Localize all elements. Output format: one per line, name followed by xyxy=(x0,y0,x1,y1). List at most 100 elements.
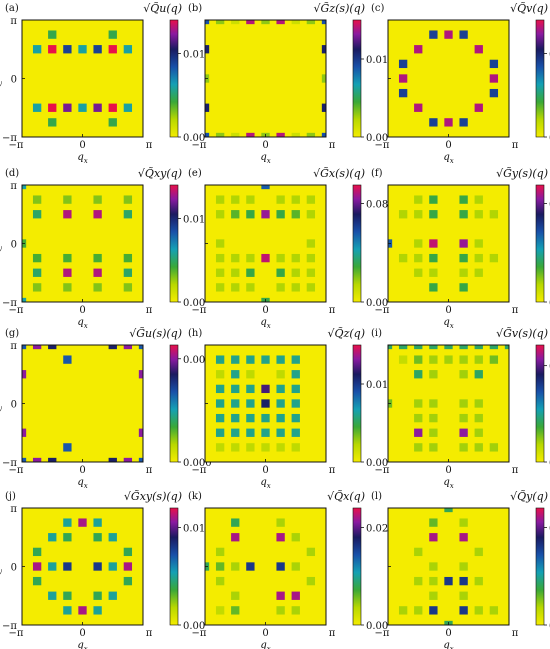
x-tick-label: −π xyxy=(192,465,207,476)
x-axis-label: qx xyxy=(260,640,270,649)
panel-1: (b) √G̃z(s)(q) −π 0 π qx 0.01 0.00 xyxy=(188,2,388,165)
x-tick-label: 0 xyxy=(445,305,451,316)
data-cell xyxy=(93,253,102,263)
data-cell xyxy=(63,443,72,452)
data-cell xyxy=(291,399,300,408)
data-cell xyxy=(123,283,133,292)
data-cell xyxy=(474,399,483,408)
panel-label: (h) xyxy=(188,328,202,339)
data-cell xyxy=(291,268,300,277)
data-cell xyxy=(215,210,225,219)
colorbar xyxy=(535,344,545,463)
data-cell xyxy=(429,239,438,248)
data-cell xyxy=(93,268,102,277)
y-axis-label: qy xyxy=(0,400,3,413)
data-cell xyxy=(93,562,102,571)
colorbar xyxy=(352,344,362,463)
data-cell xyxy=(429,443,438,452)
data-cell xyxy=(474,210,483,219)
x-tick-label: 0 xyxy=(445,465,451,476)
x-tick-label: −π xyxy=(192,305,207,316)
data-cell xyxy=(261,413,270,423)
data-cell xyxy=(306,132,316,137)
data-cell xyxy=(459,399,468,408)
y-tick-label: −π xyxy=(2,621,17,632)
data-cell xyxy=(108,118,117,127)
data-cell xyxy=(276,399,285,408)
data-cell xyxy=(93,533,102,542)
data-cell xyxy=(231,413,240,423)
data-cell xyxy=(123,547,133,557)
colorbar xyxy=(352,184,362,303)
data-cell xyxy=(474,576,483,586)
data-cell xyxy=(306,268,316,277)
x-axis-label: qx xyxy=(260,317,270,330)
data-cell xyxy=(231,518,240,527)
data-cell xyxy=(215,547,225,557)
x-axis-label: qx xyxy=(260,477,270,490)
panel-label: (b) xyxy=(188,3,202,14)
data-cell xyxy=(276,413,285,423)
data-cell xyxy=(398,355,408,364)
data-cell xyxy=(231,562,240,571)
data-cell xyxy=(398,88,408,98)
x-axis-label-main: q xyxy=(443,152,449,163)
panel-label: (f) xyxy=(371,168,383,179)
y-axis-label-sub: y xyxy=(0,245,3,253)
data-cell xyxy=(429,413,438,423)
panel-title: √Q̃v(q) xyxy=(510,2,548,15)
data-cell xyxy=(93,195,102,204)
data-cell xyxy=(414,428,423,437)
panel-title: √G̃xy(s)(q) xyxy=(124,490,182,503)
panel-label: (g) xyxy=(5,328,19,339)
data-cell xyxy=(215,370,225,379)
data-cell xyxy=(78,606,87,615)
data-cell xyxy=(474,239,483,248)
data-cell xyxy=(22,457,27,462)
data-cell xyxy=(276,210,285,219)
data-cell xyxy=(246,195,255,204)
data-cell xyxy=(231,132,240,137)
panel-label: (e) xyxy=(188,168,202,179)
data-cell xyxy=(474,370,483,379)
data-cell xyxy=(215,132,225,137)
x-tick-label: π xyxy=(329,465,336,476)
colorbar-tick-label: 0.01 xyxy=(366,380,388,391)
x-tick-label: 0 xyxy=(445,140,451,151)
x-tick-label: 0 xyxy=(262,465,268,476)
data-cell xyxy=(306,195,316,204)
data-cell xyxy=(291,370,300,379)
data-cell xyxy=(108,103,117,112)
data-cell xyxy=(474,345,483,350)
data-cell xyxy=(32,103,42,112)
data-cell xyxy=(459,268,468,277)
data-cell xyxy=(22,345,27,350)
data-cell xyxy=(246,562,255,571)
plot-area xyxy=(387,344,510,463)
plot-area xyxy=(204,184,327,303)
x-tick-label: π xyxy=(512,628,519,639)
data-cell xyxy=(489,606,499,615)
data-cell xyxy=(231,533,240,542)
data-cell xyxy=(261,428,270,437)
data-cell xyxy=(261,399,270,408)
plot-area xyxy=(387,184,510,303)
x-axis-label: qx xyxy=(443,152,453,165)
data-cell xyxy=(63,591,72,600)
data-cell xyxy=(474,428,483,437)
y-tick-label: π xyxy=(10,504,17,515)
data-cell xyxy=(63,562,72,571)
colorbar-tick-label: 0.00 xyxy=(183,133,205,144)
plot-area xyxy=(21,19,144,138)
data-cell xyxy=(231,283,240,292)
panel-label: (i) xyxy=(371,328,382,339)
data-cell xyxy=(205,132,210,137)
data-cell xyxy=(429,428,438,437)
data-cell xyxy=(32,562,42,571)
data-cell xyxy=(231,355,240,364)
data-cell xyxy=(388,345,393,350)
data-cell xyxy=(459,443,468,452)
data-cell xyxy=(48,457,57,462)
